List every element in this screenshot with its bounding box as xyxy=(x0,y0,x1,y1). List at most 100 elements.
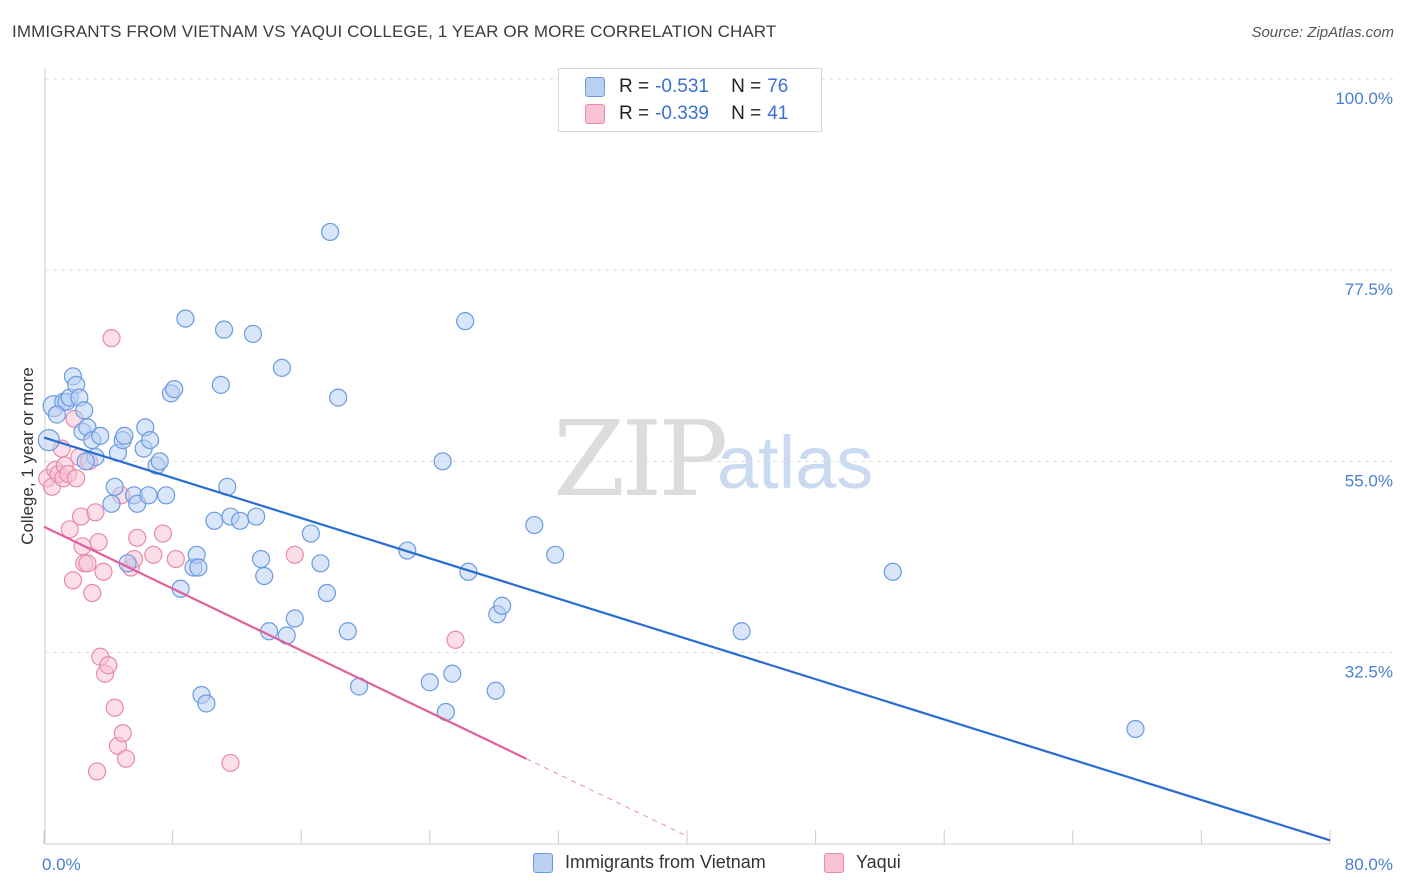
vietnam-point xyxy=(329,388,348,407)
legend-row-yaqui: R = -0.339 N = 41 xyxy=(585,102,788,126)
vietnam-point xyxy=(75,401,94,420)
gridlines xyxy=(45,78,1394,653)
yaqui-point xyxy=(166,549,185,569)
vietnam-point xyxy=(165,380,184,399)
vietnam-point xyxy=(883,562,902,581)
vietnam-point xyxy=(317,583,337,603)
yaqui-point xyxy=(116,749,136,768)
vietnam-point xyxy=(272,358,292,377)
y-tick-label: 32.5% xyxy=(1345,663,1393,682)
legend-r-value: -0.531 xyxy=(655,76,709,97)
series-vietnam-points xyxy=(37,222,1145,739)
yaqui-point xyxy=(60,520,79,539)
yaqui-point xyxy=(446,630,465,649)
vietnam-point xyxy=(493,596,512,615)
vietnam-point xyxy=(546,545,565,564)
yaqui-point xyxy=(78,554,97,573)
yaqui-point xyxy=(89,532,108,552)
vietnam-point xyxy=(105,477,124,496)
yaqui-point xyxy=(67,469,86,488)
vietnam-point xyxy=(211,375,230,394)
vietnam-point xyxy=(301,524,320,543)
yaqui-trend-line xyxy=(43,525,527,760)
legend-r-value: -0.339 xyxy=(655,103,709,124)
vietnam-point xyxy=(243,324,263,343)
vietnam-point xyxy=(443,664,462,683)
vietnam-point xyxy=(1126,719,1145,739)
vietnam-point xyxy=(732,622,751,641)
chart-title: IMMIGRANTS FROM VIETNAM VS YAQUI COLLEGE… xyxy=(12,22,777,41)
vietnam-point xyxy=(231,511,250,530)
source-credit: Source: ZipAtlas.com xyxy=(1251,24,1394,41)
vietnam-point xyxy=(255,566,274,586)
y-tick-label: 77.5% xyxy=(1345,280,1393,299)
yaqui-point xyxy=(113,724,132,743)
vietnam-point xyxy=(139,486,158,505)
legend-n-value: 41 xyxy=(767,103,789,124)
yaqui-point xyxy=(102,329,121,348)
vietnam-point xyxy=(338,622,357,641)
yaqui-point xyxy=(105,698,124,717)
yaqui-point xyxy=(99,656,118,675)
legend-n-label: N = xyxy=(731,76,762,97)
legend-n-value: 76 xyxy=(767,76,789,97)
vietnam-point xyxy=(486,681,505,700)
x-tick-label: 0.0% xyxy=(42,855,81,874)
legend-r-label: R = xyxy=(619,76,650,97)
vietnam-point xyxy=(91,426,110,445)
vietnam-swatch-icon xyxy=(533,852,553,873)
yaqui-swatch-icon xyxy=(824,852,844,873)
bottom-legend-yaqui: Yaqui xyxy=(824,852,901,873)
yaqui-point xyxy=(86,503,105,522)
vietnam-point xyxy=(205,511,224,530)
yaqui-point xyxy=(87,762,107,781)
yaqui-point xyxy=(63,571,83,590)
vietnam-point xyxy=(140,430,160,450)
trend-lines xyxy=(43,436,1331,842)
vietnam-point xyxy=(459,562,478,581)
yaqui-point xyxy=(144,545,163,564)
legend-row-vietnam: R = -0.531 N = 76 xyxy=(585,75,788,99)
correlation-legend: R = -0.531 N = 76 R = -0.339 N = 41 xyxy=(558,68,822,132)
tick-labels: 32.5% 55.0% 77.5% 100.0% 0.0% 80.0% xyxy=(42,89,1393,874)
vietnam-point xyxy=(115,426,134,445)
vietnam-point xyxy=(157,486,176,505)
yaqui-point xyxy=(83,583,102,603)
bottom-legend-vietnam: Immigrants from Vietnam xyxy=(533,852,766,873)
vietnam-point xyxy=(189,558,208,577)
watermark-atlas: atlas xyxy=(717,421,874,504)
vietnam-point xyxy=(285,609,304,628)
vietnam-point xyxy=(47,405,66,424)
yaqui-trend-extension xyxy=(526,758,688,837)
vietnam-point xyxy=(251,549,271,569)
vietnam-point xyxy=(321,222,340,242)
yaqui-point xyxy=(128,528,147,547)
vietnam-trend-line xyxy=(43,436,1331,842)
watermark-zip: ZIP xyxy=(553,398,728,520)
bottom-legend-label: Immigrants from Vietnam xyxy=(565,852,766,872)
legend-r-label: R = xyxy=(619,103,650,124)
vietnam-point xyxy=(311,554,330,573)
y-tick-label: 55.0% xyxy=(1345,471,1393,490)
yaqui-point xyxy=(94,562,113,581)
yaqui-swatch-icon xyxy=(585,104,605,124)
vietnam-point xyxy=(214,320,234,339)
vietnam-point xyxy=(525,515,544,535)
vietnam-point xyxy=(102,494,121,513)
legend-n-label: N = xyxy=(731,103,762,124)
x-tick-label: 80.0% xyxy=(1345,855,1393,874)
bottom-legend-label: Yaqui xyxy=(856,852,901,872)
y-tick-label: 100.0% xyxy=(1335,89,1393,108)
yaqui-point xyxy=(153,524,173,543)
vietnam-point xyxy=(433,452,452,471)
yaqui-point xyxy=(221,753,240,773)
vietnam-swatch-icon xyxy=(585,77,605,97)
vietnam-point xyxy=(456,312,475,331)
vietnam-point xyxy=(150,452,169,471)
vietnam-point xyxy=(176,309,195,328)
vietnam-point xyxy=(247,507,266,526)
vietnam-point xyxy=(76,452,95,471)
axes xyxy=(43,68,1331,845)
vietnam-point xyxy=(420,673,439,692)
